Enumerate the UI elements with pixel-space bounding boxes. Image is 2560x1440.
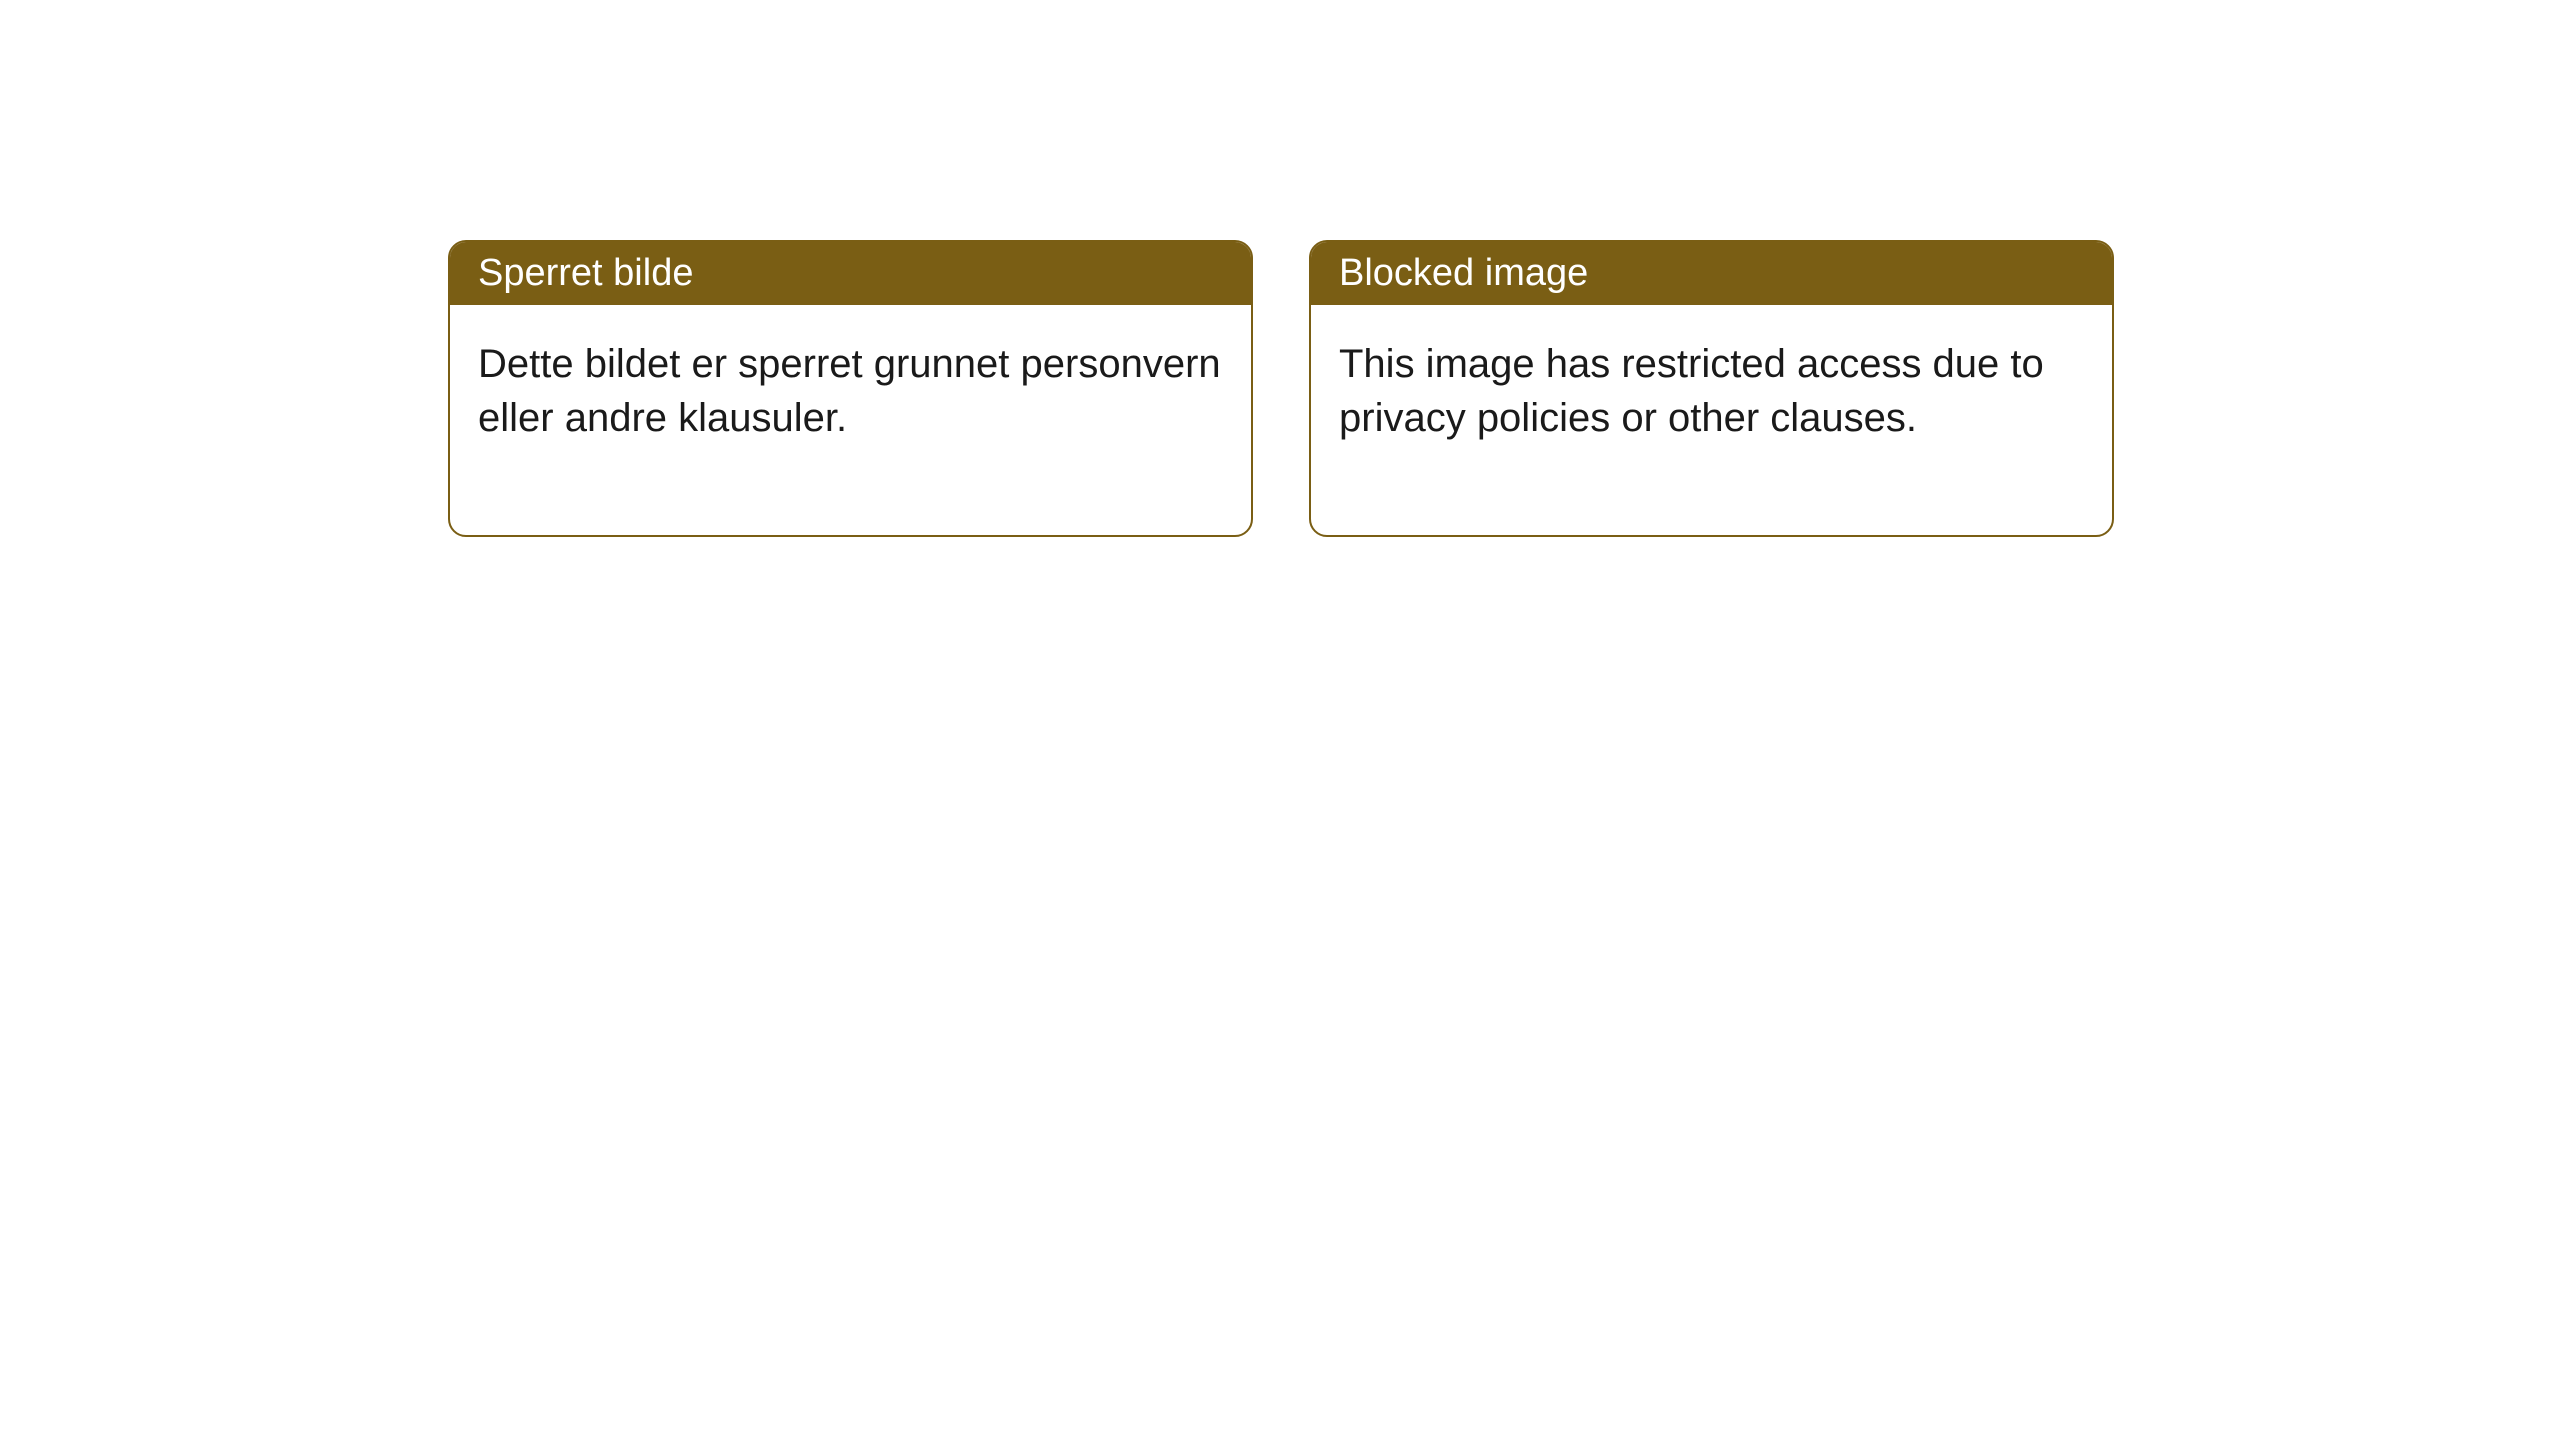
notice-header: Blocked image [1311,242,2112,305]
notice-card-norwegian: Sperret bilde Dette bildet er sperret gr… [448,240,1253,537]
notice-card-english: Blocked image This image has restricted … [1309,240,2114,537]
notice-header: Sperret bilde [450,242,1251,305]
notice-body: Dette bildet er sperret grunnet personve… [450,305,1251,535]
notice-body: This image has restricted access due to … [1311,305,2112,535]
notice-container: Sperret bilde Dette bildet er sperret gr… [0,0,2560,537]
